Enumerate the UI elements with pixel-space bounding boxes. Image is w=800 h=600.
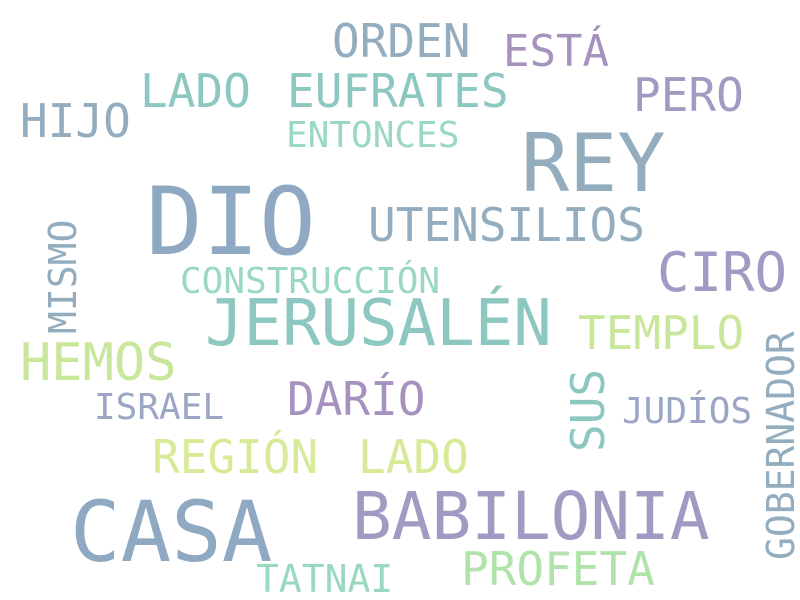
word-tatnai: TATNAI — [256, 557, 394, 600]
word-dio: DIO — [146, 168, 316, 277]
word-eufrates: EUFRATES — [287, 64, 509, 118]
word-sus: SUS — [561, 368, 615, 452]
word-babilonia: BABILONIA — [352, 478, 710, 555]
word-gobernador: GOBERNADOR — [759, 331, 800, 560]
word-jerusalen: JERUSALÉN — [205, 287, 552, 361]
word-lado-top: LADO — [140, 64, 251, 118]
word-templo: TEMPLO — [578, 306, 745, 360]
word-hemos: HEMOS — [20, 333, 177, 393]
word-profeta: PROFETA — [461, 542, 655, 596]
word-dario: DARÍO — [287, 372, 426, 426]
word-israel: ISRAEL — [94, 387, 225, 428]
word-casa: CASA — [70, 483, 273, 581]
word-hijo: HIJO — [20, 94, 131, 148]
word-pero: PERO — [633, 68, 744, 122]
word-esta: ESTÁ — [503, 26, 609, 77]
word-region: REGIÓN — [152, 430, 319, 484]
word-judios: JUDÍOS — [622, 391, 753, 432]
word-orden: ORDEN — [332, 14, 471, 68]
word-rey: REY — [521, 117, 666, 210]
word-entonces: ENTONCES — [286, 115, 460, 156]
word-lado-bottom: LADO — [358, 430, 469, 484]
word-mismo: MISMO — [41, 219, 85, 334]
word-utensilios: UTENSILIOS — [368, 198, 645, 252]
word-ciro: CIRO — [657, 241, 788, 304]
word-construccion: CONSTRUCCIÓN — [180, 261, 441, 302]
